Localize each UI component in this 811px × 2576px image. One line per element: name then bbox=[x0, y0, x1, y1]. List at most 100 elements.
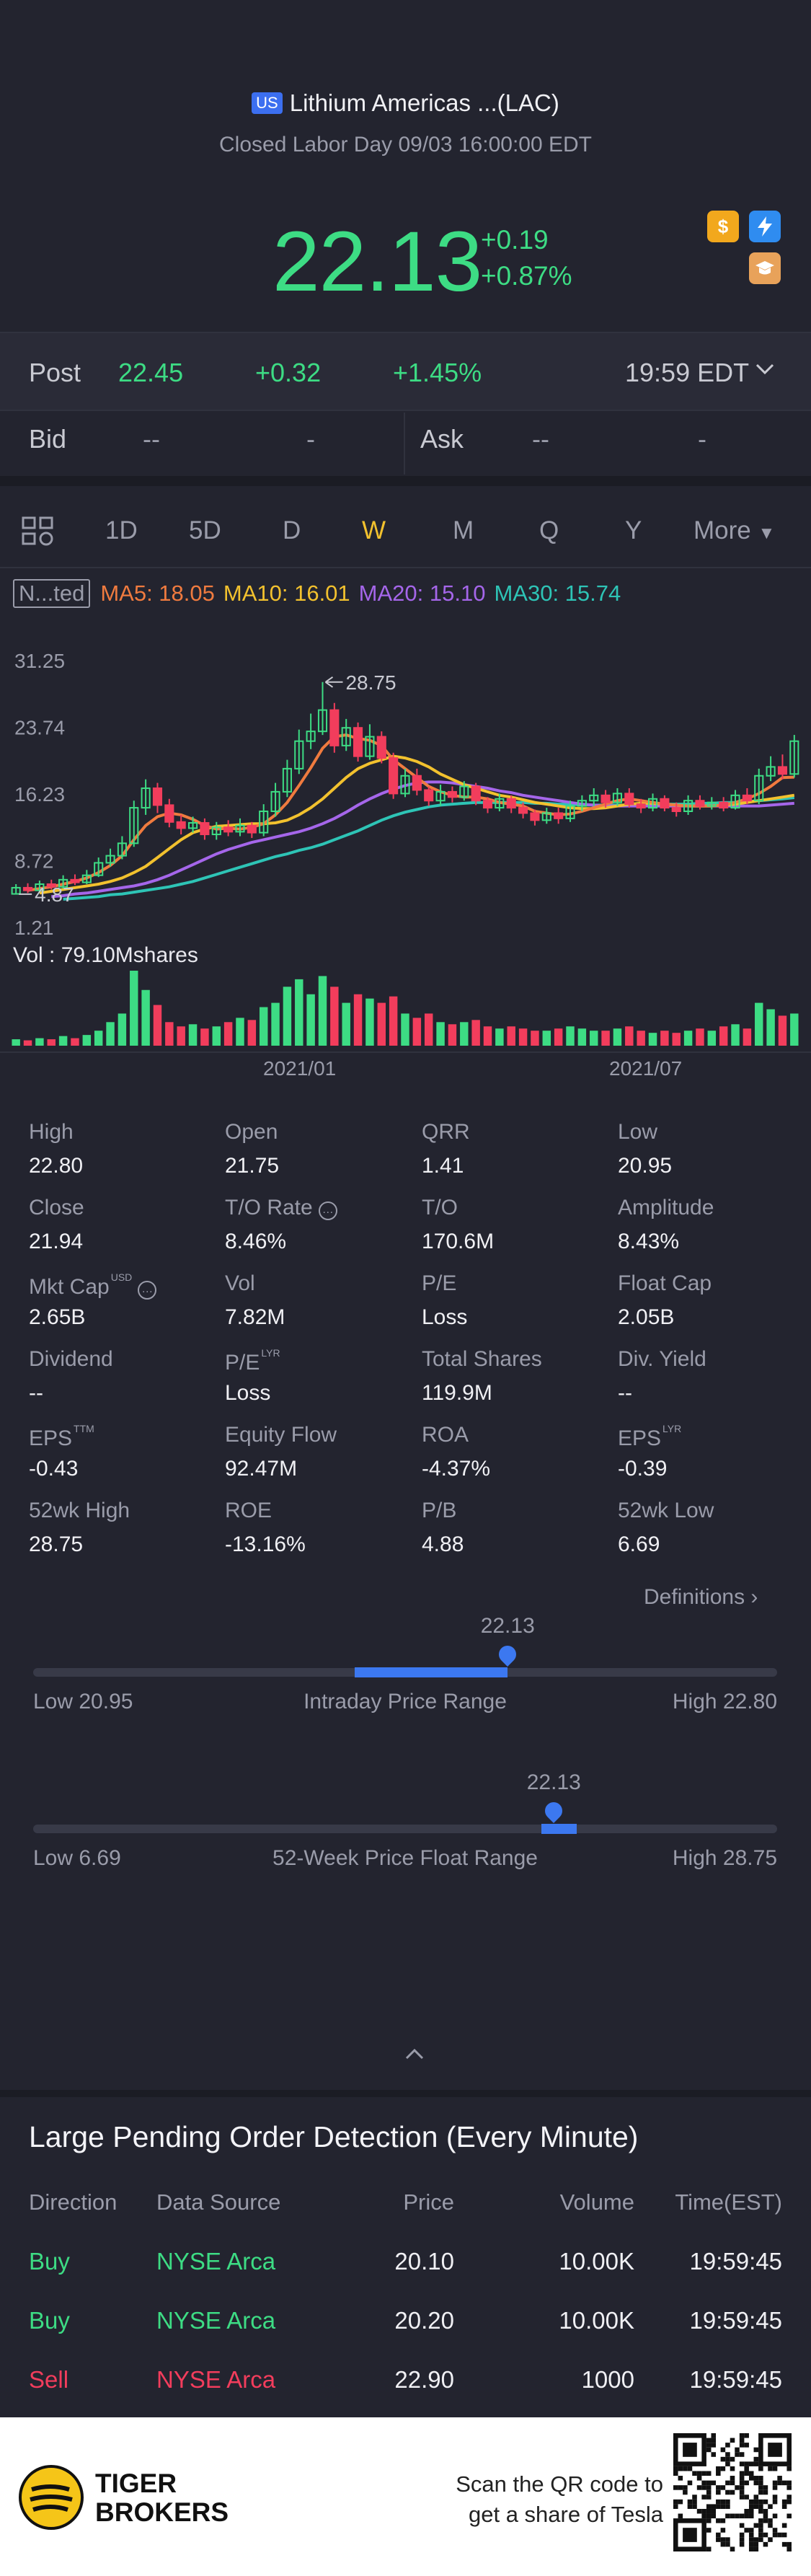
stat-label: Amplitude bbox=[618, 1196, 714, 1219]
volume-bar bbox=[707, 1031, 717, 1046]
volume-bar bbox=[236, 1018, 244, 1046]
qr-module bbox=[739, 2443, 745, 2448]
qr-module bbox=[768, 2466, 773, 2471]
tab-y[interactable]: Y bbox=[625, 516, 642, 544]
qr-module bbox=[692, 2504, 697, 2509]
volume-chart[interactable] bbox=[0, 966, 811, 1051]
stat-label: Vol bbox=[225, 1271, 255, 1295]
post-market-row[interactable] bbox=[0, 333, 811, 410]
qr-module bbox=[720, 2537, 726, 2542]
candle bbox=[223, 820, 234, 837]
tab-q[interactable]: Q bbox=[539, 516, 559, 544]
dollar-icon[interactable]: $ bbox=[707, 211, 739, 242]
qr-module bbox=[763, 2532, 768, 2538]
candle-body bbox=[636, 803, 646, 809]
qr-module bbox=[748, 2508, 754, 2514]
table-header-cell: Direction bbox=[29, 2189, 118, 2215]
qr-module bbox=[777, 2480, 782, 2486]
tab-more[interactable]: More ▼ bbox=[693, 516, 775, 545]
stat-value: 2.05B bbox=[618, 1305, 675, 1329]
table-header-cell: Volume bbox=[559, 2189, 634, 2215]
divider bbox=[0, 567, 811, 568]
info-icon[interactable]: … bbox=[138, 1281, 157, 1300]
ttm-superscript: TTM bbox=[74, 1423, 94, 1434]
qr-module bbox=[730, 2438, 735, 2443]
range-fill bbox=[355, 1667, 508, 1677]
qr-module bbox=[744, 2495, 749, 2500]
volume-bar bbox=[106, 1022, 115, 1046]
qr-module bbox=[763, 2518, 768, 2523]
candle-body bbox=[471, 785, 481, 802]
tab-m[interactable]: M bbox=[453, 516, 474, 544]
table-header-cell: Data Source bbox=[156, 2189, 281, 2215]
qr-module bbox=[696, 2476, 702, 2481]
tiger-logo-icon bbox=[19, 2465, 84, 2530]
qr-module bbox=[720, 2456, 726, 2462]
table-cell: 19:59:45 bbox=[689, 2366, 782, 2393]
y-tick-label: 23.74 bbox=[14, 717, 65, 739]
qr-code-icon[interactable] bbox=[673, 2433, 792, 2551]
qr-module bbox=[730, 2466, 735, 2471]
volume-bar bbox=[141, 989, 150, 1046]
qr-module bbox=[673, 2471, 678, 2476]
candle bbox=[259, 804, 269, 837]
tab-d[interactable]: D bbox=[283, 516, 301, 544]
qr-module bbox=[739, 2523, 745, 2528]
lightning-icon[interactable] bbox=[749, 211, 781, 242]
qr-module bbox=[739, 2513, 745, 2519]
volume-bar bbox=[330, 987, 339, 1046]
candle bbox=[141, 779, 151, 815]
candle-body bbox=[46, 883, 56, 888]
bid-price: -- bbox=[143, 424, 160, 454]
candle bbox=[317, 682, 328, 736]
candle-body bbox=[541, 812, 551, 821]
candle-body bbox=[647, 798, 658, 809]
chevron-up-icon[interactable] bbox=[404, 2047, 425, 2065]
qr-module bbox=[716, 2471, 721, 2476]
chevron-down-icon[interactable] bbox=[754, 362, 776, 380]
stat-value: 22.80 bbox=[29, 1154, 84, 1178]
indicator-toggle[interactable]: N...ted bbox=[13, 579, 91, 608]
stock-name: Lithium Americas ...(LAC) bbox=[289, 89, 559, 116]
qr-module bbox=[716, 2518, 721, 2523]
qr-module bbox=[720, 2528, 726, 2533]
candle-body bbox=[247, 824, 257, 834]
candle-body bbox=[129, 807, 139, 844]
high-marker-arrow bbox=[324, 676, 334, 688]
tab-1d[interactable]: 1D bbox=[105, 516, 138, 544]
volume-bar bbox=[660, 1031, 669, 1046]
candle bbox=[471, 782, 481, 806]
qr-module bbox=[758, 2466, 763, 2471]
stat-label: Float Cap bbox=[618, 1271, 712, 1295]
candle bbox=[730, 790, 740, 810]
qr-module bbox=[720, 2541, 726, 2547]
qr-module bbox=[772, 2480, 778, 2486]
qr-module bbox=[739, 2471, 745, 2476]
candle bbox=[35, 881, 45, 893]
tab-5d[interactable]: 5D bbox=[189, 516, 221, 544]
volume-bar bbox=[94, 1031, 103, 1046]
candle bbox=[164, 798, 174, 828]
info-icon[interactable]: … bbox=[318, 1201, 337, 1220]
candlestick-chart[interactable]: 31.25 23.74 16.23 8.72 1.21 28.75 4.87 bbox=[0, 635, 811, 1082]
tab-w[interactable]: W bbox=[362, 516, 386, 544]
qr-module bbox=[753, 2476, 759, 2481]
volume-bar bbox=[566, 1026, 575, 1046]
table-cell: NYSE Arca bbox=[156, 2366, 276, 2393]
candle bbox=[400, 768, 410, 798]
qr-module bbox=[730, 2480, 735, 2486]
table-cell: Buy bbox=[29, 2307, 70, 2334]
qr-module bbox=[706, 2508, 712, 2514]
stat-label: 52wk High bbox=[29, 1499, 130, 1522]
education-icon[interactable] bbox=[749, 252, 781, 284]
qr-module bbox=[758, 2485, 763, 2490]
layout-grid-icon[interactable] bbox=[22, 516, 55, 550]
volume-bar bbox=[23, 1040, 32, 1046]
definitions-link[interactable]: Definitions › bbox=[644, 1585, 758, 1610]
qr-module bbox=[748, 2532, 754, 2538]
candle-body bbox=[777, 766, 788, 775]
volume-bar bbox=[389, 996, 398, 1046]
candle bbox=[447, 786, 457, 803]
candle-body bbox=[200, 822, 210, 836]
table-header-cell: Time(EST) bbox=[675, 2189, 782, 2215]
